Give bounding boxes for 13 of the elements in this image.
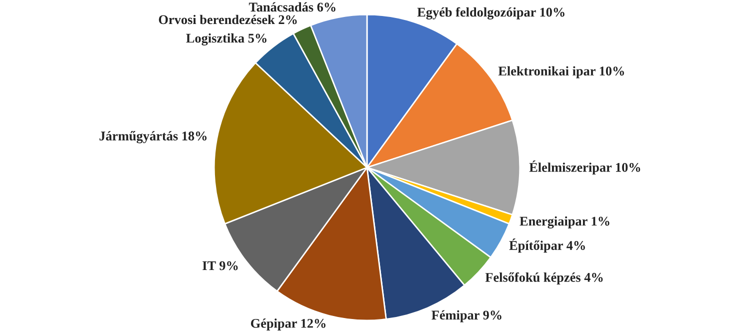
- slice-label: Tanácsadás 6%: [248, 2, 336, 12]
- slice-label: Építőipar 4%: [509, 238, 585, 253]
- slice-label: Járműgyártás 18%: [100, 131, 207, 144]
- slice-label: IT 9%: [202, 261, 238, 270]
- slice-label: Logisztika 5%: [186, 33, 266, 46]
- slice-label: Energiaipar 1%: [520, 216, 610, 228]
- slice-label: Orvosi berendezések 2%: [158, 14, 297, 24]
- slice-label: Felsőfokú képzés 4%: [485, 272, 603, 285]
- slice-label: Egyéb feldolgozóipar 10%: [417, 7, 564, 20]
- slice-label: Fémipar 9%: [432, 310, 502, 322]
- slice-label: Elektronikai ipar 10%: [498, 66, 624, 78]
- slice-label: Élelmiszeripar 10%: [529, 160, 640, 175]
- slice-label: Gépipar 12%: [250, 318, 326, 330]
